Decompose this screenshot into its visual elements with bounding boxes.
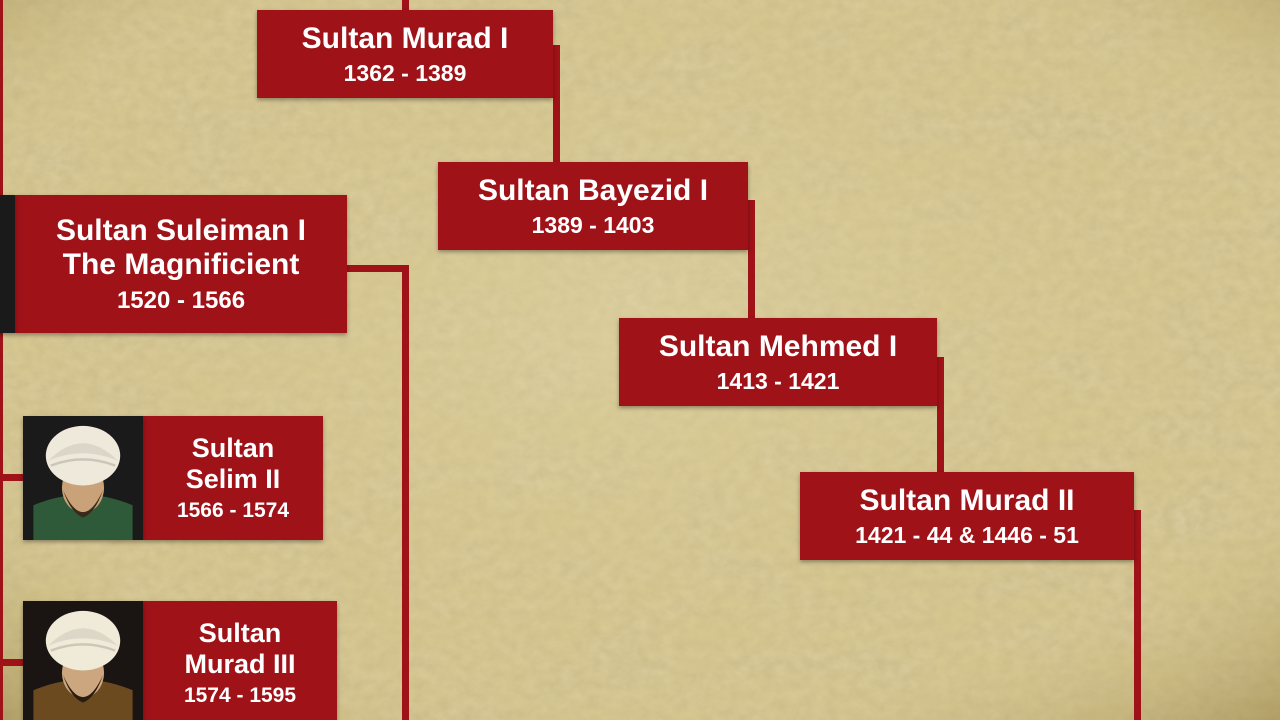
- portrait-murad3_portrait: [23, 601, 143, 720]
- connector: [937, 357, 944, 472]
- node-years: 1389 - 1403: [532, 212, 655, 238]
- node-years: 1362 - 1389: [344, 60, 467, 86]
- tree-node-mehmed1: Sultan Mehmed I 1413 - 1421: [619, 318, 937, 406]
- node-name: Sultan Selim II: [186, 433, 281, 495]
- connector: [347, 265, 409, 272]
- node-name: Sultan Murad III: [184, 618, 295, 680]
- portrait-suleiman1_portrait: [0, 195, 15, 333]
- tree-node-selim2: Sultan Selim II 1566 - 1574: [143, 416, 323, 540]
- tree-node-bayezid1: Sultan Bayezid I 1389 - 1403: [438, 162, 748, 250]
- node-name: Sultan Murad II: [859, 484, 1074, 519]
- connector: [402, 265, 409, 720]
- node-name: Sultan Suleiman I The Magnificient: [56, 214, 306, 283]
- tree-node-murad3: Sultan Murad III 1574 - 1595: [143, 601, 337, 720]
- connector: [1134, 510, 1141, 720]
- tree-node-suleiman1: Sultan Suleiman I The Magnificient 1520 -…: [15, 195, 347, 333]
- connector: [0, 0, 3, 200]
- node-years: 1520 - 1566: [117, 287, 245, 315]
- node-name: Sultan Mehmed I: [659, 330, 897, 365]
- node-years: 1566 - 1574: [177, 499, 289, 523]
- tree-node-murad1: Sultan Murad I 1362 - 1389: [257, 10, 553, 98]
- node-name: Sultan Bayezid I: [478, 174, 708, 209]
- portrait-selim2_portrait: [23, 416, 143, 540]
- connector: [748, 200, 755, 318]
- node-years: 1574 - 1595: [184, 684, 296, 708]
- connector: [402, 0, 409, 10]
- node-name: Sultan Murad I: [302, 22, 509, 57]
- tree-node-murad2: Sultan Murad II 1421 - 44 & 1446 - 51: [800, 472, 1134, 560]
- connector: [553, 45, 560, 162]
- node-years: 1413 - 1421: [717, 368, 840, 394]
- node-years: 1421 - 44 & 1446 - 51: [855, 522, 1079, 548]
